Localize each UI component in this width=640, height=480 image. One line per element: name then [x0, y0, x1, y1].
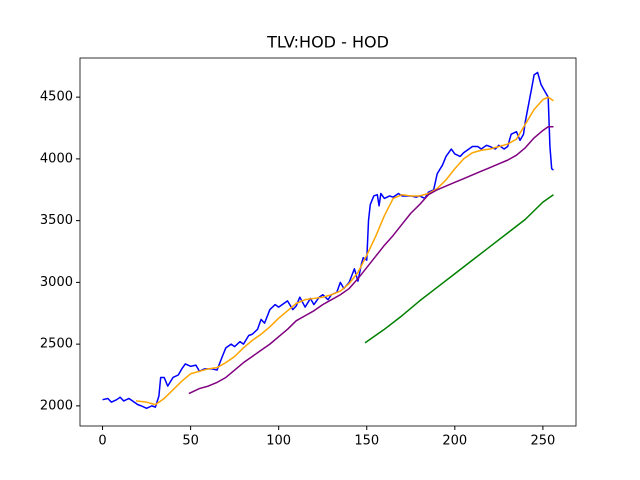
chart-title: TLV:HOD - HOD	[266, 33, 389, 52]
x-tick-label: 150	[354, 434, 379, 449]
y-tick-label: 4000	[40, 151, 73, 166]
series-line	[364, 194, 554, 344]
series-line	[135, 96, 554, 406]
x-tick-label: 0	[98, 434, 106, 449]
y-tick-label: 2500	[40, 337, 73, 352]
x-tick-label: 200	[442, 434, 467, 449]
y-tick-label: 2000	[40, 398, 73, 413]
series-line	[188, 126, 554, 395]
y-tick-label: 3500	[40, 213, 73, 228]
x-tick-label: 100	[266, 434, 291, 449]
x-tick-label: 50	[182, 434, 199, 449]
y-tick-label: 4500	[40, 90, 73, 105]
y-tick-label: 3000	[40, 275, 73, 290]
plot-frame	[79, 57, 577, 427]
series-line	[102, 71, 554, 410]
x-tick-label: 250	[530, 434, 555, 449]
